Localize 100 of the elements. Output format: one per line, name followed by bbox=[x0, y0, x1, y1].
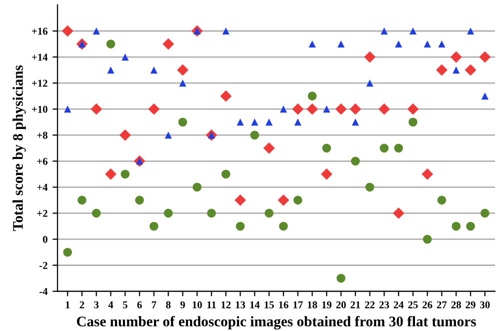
x-tick-label: 4 bbox=[108, 301, 114, 308]
point bbox=[380, 27, 388, 35]
x-tick-label: 16 bbox=[279, 301, 288, 308]
point bbox=[350, 103, 362, 115]
point bbox=[466, 222, 475, 231]
y-tick-label: +6 bbox=[37, 158, 48, 165]
point bbox=[280, 106, 287, 113]
point bbox=[266, 118, 273, 126]
x-tick-label: 2 bbox=[80, 301, 84, 308]
point bbox=[323, 106, 330, 113]
x-tick-label: 8 bbox=[166, 301, 171, 308]
point bbox=[364, 51, 376, 63]
point bbox=[278, 194, 290, 206]
point bbox=[236, 222, 245, 231]
x-tick-label: 7 bbox=[152, 301, 156, 308]
point bbox=[320, 168, 332, 180]
point bbox=[279, 222, 288, 231]
point bbox=[162, 38, 174, 50]
point bbox=[220, 90, 232, 102]
x-tick-label: 19 bbox=[322, 301, 332, 308]
point bbox=[308, 92, 317, 100]
point bbox=[164, 132, 172, 139]
point bbox=[192, 182, 202, 192]
y-axis-title: Total score by 8 physicians bbox=[12, 65, 26, 231]
point bbox=[221, 170, 230, 179]
point bbox=[294, 118, 302, 126]
point bbox=[366, 80, 374, 87]
y-tick-label: +12 bbox=[32, 80, 48, 87]
y-tick-label: +8 bbox=[37, 132, 48, 139]
point bbox=[322, 144, 332, 153]
point bbox=[78, 196, 86, 205]
x-tick-label: 22 bbox=[365, 301, 375, 308]
point bbox=[250, 130, 260, 140]
point bbox=[408, 118, 418, 126]
x-tick-label: 13 bbox=[236, 301, 246, 308]
point bbox=[452, 66, 460, 74]
x-tick-label: 3 bbox=[94, 301, 99, 308]
point bbox=[292, 103, 304, 115]
y-tick-label: +14 bbox=[32, 54, 48, 61]
y-tick-label: -4 bbox=[39, 288, 48, 295]
point bbox=[450, 51, 462, 63]
y-tick-label: 0 bbox=[42, 236, 48, 243]
x-tick-label: 5 bbox=[122, 301, 128, 308]
point bbox=[438, 40, 446, 48]
point bbox=[148, 103, 160, 115]
point bbox=[380, 144, 389, 153]
x-tick-label: 26 bbox=[422, 301, 432, 308]
point bbox=[92, 208, 101, 218]
point bbox=[480, 208, 490, 218]
x-tick-label: 15 bbox=[264, 301, 274, 308]
point bbox=[306, 103, 318, 115]
x-tick-label: 17 bbox=[293, 301, 303, 308]
y-tick-label: -2 bbox=[39, 262, 48, 269]
point bbox=[62, 25, 74, 37]
point bbox=[479, 51, 491, 63]
point bbox=[394, 144, 403, 153]
x-tick-label: 29 bbox=[466, 301, 476, 308]
point bbox=[464, 64, 476, 76]
point bbox=[150, 66, 158, 74]
x-axis-title: Case number of endoscopic images obtained from 30 flat tumors bbox=[76, 316, 476, 330]
point bbox=[352, 118, 359, 126]
y-tick-label: +4 bbox=[37, 184, 48, 191]
x-tick-label: 28 bbox=[451, 301, 462, 308]
point bbox=[365, 182, 374, 192]
point bbox=[119, 129, 131, 141]
point bbox=[234, 194, 246, 206]
x-tick-label: 21 bbox=[350, 301, 360, 308]
point bbox=[335, 103, 347, 115]
point bbox=[422, 234, 432, 244]
x-tick-label: 18 bbox=[308, 301, 318, 308]
y-tick-label: +2 bbox=[37, 210, 48, 217]
point bbox=[392, 207, 404, 219]
point bbox=[378, 103, 390, 115]
point bbox=[107, 66, 114, 74]
x-tick-label: 14 bbox=[250, 301, 260, 308]
point bbox=[92, 27, 100, 35]
point bbox=[351, 156, 360, 166]
point bbox=[436, 64, 448, 76]
x-tick-label: 10 bbox=[192, 301, 202, 308]
point bbox=[422, 168, 434, 180]
y-tick-label: +10 bbox=[32, 106, 48, 113]
x-tick-label: 6 bbox=[137, 301, 142, 308]
point bbox=[409, 27, 417, 35]
y-tick-label: +16 bbox=[32, 28, 48, 35]
point bbox=[466, 27, 474, 35]
point bbox=[63, 248, 72, 257]
point bbox=[424, 40, 431, 48]
point bbox=[293, 196, 302, 205]
x-tick-label: 20 bbox=[336, 301, 346, 308]
point bbox=[395, 40, 402, 48]
point bbox=[150, 222, 158, 231]
point bbox=[179, 80, 186, 87]
point bbox=[437, 196, 446, 205]
x-tick-label: 9 bbox=[180, 301, 185, 308]
point bbox=[264, 208, 274, 218]
point bbox=[407, 103, 419, 115]
point bbox=[176, 64, 188, 76]
point bbox=[120, 170, 130, 179]
x-tick-label: 1 bbox=[66, 301, 70, 308]
point bbox=[308, 40, 316, 48]
